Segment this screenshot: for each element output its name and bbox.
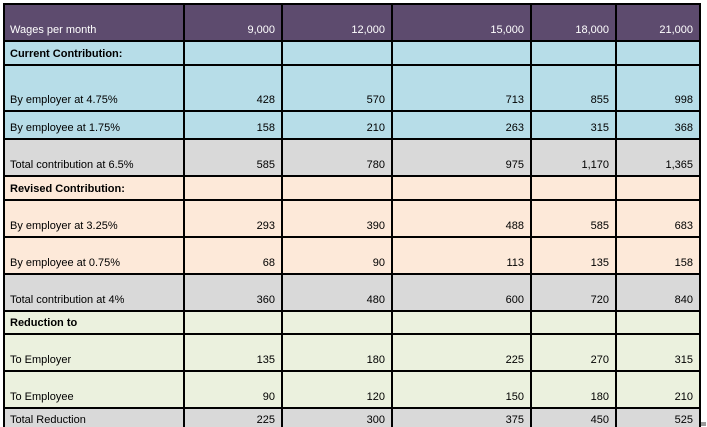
value-cell[interactable]: 855 <box>530 64 617 112</box>
value-cell[interactable]: 180 <box>530 370 617 409</box>
value-cell[interactable]: 375 <box>391 407 532 427</box>
value-cell[interactable] <box>391 40 532 66</box>
value-cell[interactable]: 600 <box>391 273 532 312</box>
selection-fill-handle[interactable] <box>701 422 706 426</box>
value-cell[interactable]: 428 <box>183 64 283 112</box>
header-wage-cell[interactable]: 18,000 <box>530 3 617 42</box>
section-label-current-contribution[interactable]: Current Contribution: <box>3 40 185 66</box>
value-cell[interactable]: 270 <box>530 333 617 372</box>
row-label-by-employee-1-75[interactable]: By employee at 1.75% <box>3 110 185 140</box>
row-label-to-employer[interactable]: To Employer <box>3 333 185 372</box>
value-cell[interactable]: 150 <box>391 370 532 409</box>
value-cell[interactable]: 998 <box>615 64 701 112</box>
value-cell[interactable]: 713 <box>391 64 532 112</box>
value-cell[interactable]: 570 <box>281 64 393 112</box>
value-cell[interactable]: 90 <box>281 236 393 275</box>
value-cell[interactable] <box>183 40 283 66</box>
header-wage-cell[interactable]: 9,000 <box>183 3 283 42</box>
value-cell[interactable]: 135 <box>183 333 283 372</box>
value-cell[interactable]: 840 <box>615 273 701 312</box>
row-label-by-employer-3-25[interactable]: By employer at 3.25% <box>3 199 185 238</box>
value-cell[interactable] <box>183 175 283 201</box>
value-cell[interactable] <box>615 40 701 66</box>
value-cell[interactable]: 585 <box>183 138 283 177</box>
value-cell[interactable]: 120 <box>281 370 393 409</box>
value-cell[interactable]: 585 <box>530 199 617 238</box>
value-cell[interactable]: 315 <box>530 110 617 140</box>
value-cell[interactable]: 780 <box>281 138 393 177</box>
value-cell[interactable]: 210 <box>281 110 393 140</box>
row-label-total-contribution-6-5[interactable]: Total contribution at 6.5% <box>3 138 185 177</box>
header-wage-cell[interactable]: 15,000 <box>391 3 532 42</box>
value-cell[interactable]: 720 <box>530 273 617 312</box>
value-cell[interactable]: 300 <box>281 407 393 427</box>
section-label-reduction-to[interactable]: Reduction to <box>3 310 185 335</box>
value-cell[interactable] <box>391 175 532 201</box>
value-cell[interactable] <box>615 175 701 201</box>
value-cell[interactable] <box>391 310 532 335</box>
value-cell[interactable] <box>183 310 283 335</box>
value-cell[interactable]: 180 <box>281 333 393 372</box>
table-row: Total Reduction 225 300 375 450 525 <box>3 407 701 427</box>
value-cell[interactable] <box>281 40 393 66</box>
value-cell[interactable] <box>530 175 617 201</box>
row-label-to-employee[interactable]: To Employee <box>3 370 185 409</box>
value-cell[interactable] <box>530 310 617 335</box>
value-cell[interactable]: 360 <box>183 273 283 312</box>
table-row: By employee at 0.75% 68 90 113 135 158 <box>3 236 701 275</box>
table-row: To Employee 90 120 150 180 210 <box>3 370 701 409</box>
value-cell[interactable]: 1,170 <box>530 138 617 177</box>
table-row: Total contribution at 4% 360 480 600 720… <box>3 273 701 312</box>
value-cell[interactable]: 135 <box>530 236 617 275</box>
value-cell[interactable]: 450 <box>530 407 617 427</box>
value-cell[interactable]: 210 <box>615 370 701 409</box>
table-row: By employee at 1.75% 158 210 263 315 368 <box>3 110 701 140</box>
value-cell[interactable]: 975 <box>391 138 532 177</box>
row-label-total-reduction[interactable]: Total Reduction <box>3 407 185 427</box>
value-cell[interactable]: 158 <box>183 110 283 140</box>
header-wage-cell[interactable]: 21,000 <box>615 3 701 42</box>
value-cell[interactable]: 293 <box>183 199 283 238</box>
row-label-by-employer-4-75[interactable]: By employer at 4.75% <box>3 64 185 112</box>
header-wage-cell[interactable]: 12,000 <box>281 3 393 42</box>
value-cell[interactable]: 113 <box>391 236 532 275</box>
value-cell[interactable]: 225 <box>183 407 283 427</box>
table-row: Reduction to <box>3 310 701 335</box>
header-wages-per-month[interactable]: Wages per month <box>3 3 185 42</box>
row-label-total-contribution-4[interactable]: Total contribution at 4% <box>3 273 185 312</box>
value-cell[interactable] <box>281 310 393 335</box>
table-row: Revised Contribution: <box>3 175 701 201</box>
value-cell[interactable]: 158 <box>615 236 701 275</box>
value-cell[interactable]: 368 <box>615 110 701 140</box>
value-cell[interactable]: 488 <box>391 199 532 238</box>
table-row: Current Contribution: <box>3 40 701 66</box>
table-row: By employer at 3.25% 293 390 488 585 683 <box>3 199 701 238</box>
row-label-by-employee-0-75[interactable]: By employee at 0.75% <box>3 236 185 275</box>
value-cell[interactable]: 315 <box>615 333 701 372</box>
value-cell[interactable] <box>615 310 701 335</box>
value-cell[interactable]: 683 <box>615 199 701 238</box>
value-cell[interactable]: 480 <box>281 273 393 312</box>
table-row: Total contribution at 6.5% 585 780 975 1… <box>3 138 701 177</box>
value-cell[interactable]: 263 <box>391 110 532 140</box>
value-cell[interactable] <box>530 40 617 66</box>
wages-contribution-table: Wages per month 9,000 12,000 15,000 18,0… <box>3 3 701 427</box>
value-cell[interactable]: 225 <box>391 333 532 372</box>
value-cell[interactable]: 68 <box>183 236 283 275</box>
table-row: To Employer 135 180 225 270 315 <box>3 333 701 372</box>
value-cell[interactable]: 390 <box>281 199 393 238</box>
value-cell[interactable] <box>281 175 393 201</box>
value-cell[interactable]: 90 <box>183 370 283 409</box>
value-cell[interactable]: 525 <box>615 407 701 427</box>
table-row: By employer at 4.75% 428 570 713 855 998 <box>3 64 701 112</box>
table-row: Wages per month 9,000 12,000 15,000 18,0… <box>3 3 701 42</box>
section-label-revised-contribution[interactable]: Revised Contribution: <box>3 175 185 201</box>
value-cell[interactable]: 1,365 <box>615 138 701 177</box>
